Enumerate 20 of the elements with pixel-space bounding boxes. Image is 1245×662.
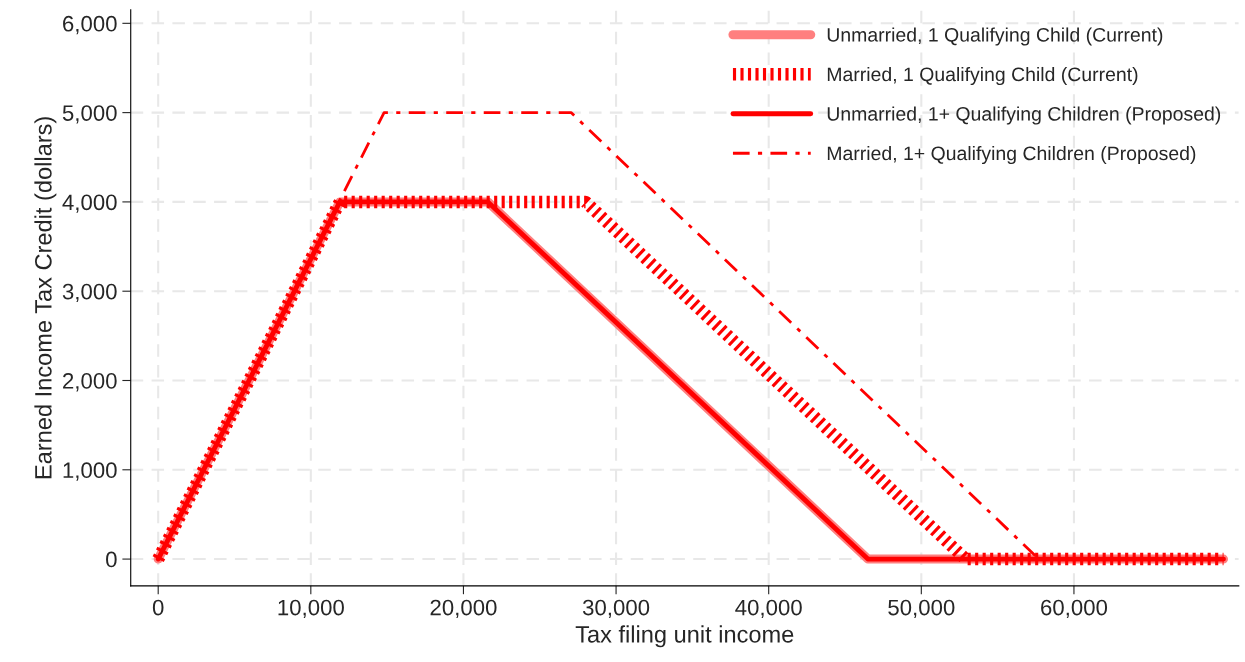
- y-tick-label: 1,000: [63, 462, 117, 481]
- x-tick-label: 30,000: [582, 599, 650, 619]
- x-tick-label: 40,000: [735, 599, 802, 619]
- x-tick-label: 10,000: [278, 599, 344, 619]
- y-tick-label: 5,000: [62, 105, 117, 124]
- y-tick-label: 6,000: [63, 15, 117, 35]
- y-tick-label: 2,000: [63, 373, 117, 392]
- legend-label: Married, 1 Qualifying Child (Current): [827, 66, 1138, 86]
- y-axis-title: Earned Income Tax Credit (dollars): [34, 117, 57, 479]
- y-tick-label: 3,000: [62, 283, 117, 303]
- y-tick-label: 0: [106, 551, 117, 568]
- legend-label: Married, 1+ Qualifying Children (Proposed): [827, 145, 1196, 165]
- x-tick-label: 50,000: [888, 599, 955, 619]
- legend-label: Unmarried, 1+ Qualifying Children (Proposed): [827, 106, 1221, 125]
- y-tick-label: 4,000: [62, 194, 117, 213]
- legend-label: Unmarried, 1 Qualifying Child (Current): [827, 27, 1163, 46]
- x-tick-label: 60,000: [1041, 599, 1108, 619]
- x-tick-label: 20,000: [430, 599, 497, 619]
- x-axis-title: Tax filing unit income: [575, 625, 794, 648]
- x-tick-label: 0: [152, 599, 164, 616]
